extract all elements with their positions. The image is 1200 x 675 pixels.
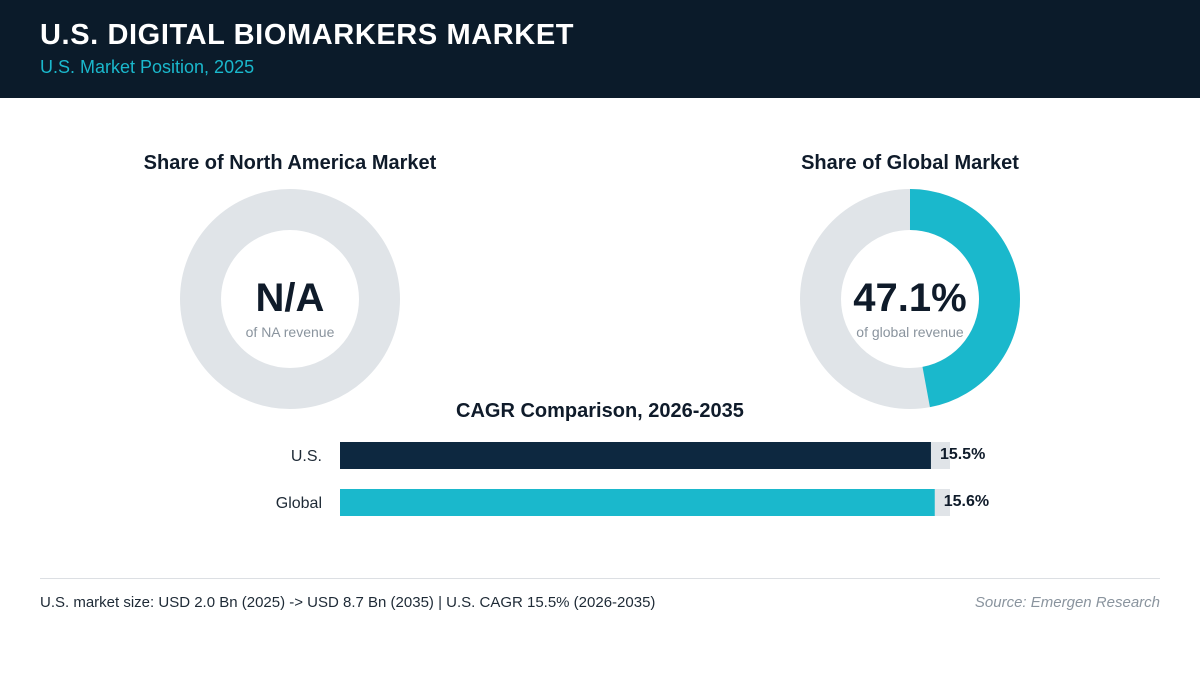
global-share-value: 47.1%	[853, 276, 967, 320]
page-subtitle: U.S. Market Position, 2025	[40, 57, 255, 77]
bar-global	[340, 489, 935, 516]
na-share-title: Share of North America Market	[143, 152, 437, 174]
global-share-donut: 47.1% of global revenue	[799, 188, 1021, 410]
bar-category-label: U.S.	[291, 448, 322, 465]
bar-track	[340, 442, 950, 469]
page-title: U.S. DIGITAL BIOMARKERS MARKET	[40, 19, 575, 51]
global-share-caption: of global revenue	[856, 324, 964, 340]
na-donut-center: N/A of NA revenue	[179, 188, 401, 410]
global-share-donut-svg	[800, 189, 1020, 409]
na-share-caption: of NA revenue	[245, 324, 335, 340]
bar-value-label: 15.6%	[944, 493, 989, 510]
na-donut-track	[180, 189, 400, 409]
global-share-arc	[909, 189, 1020, 408]
na-share-donut-svg	[180, 189, 400, 409]
footer-divider	[40, 578, 1160, 579]
global-donut-center: 47.1% of global revenue	[799, 188, 1021, 410]
na-share-value: N/A	[255, 276, 325, 320]
bar-category-label: Global	[276, 495, 322, 512]
na-share-donut: N/A of NA revenue	[179, 188, 401, 410]
global-share-title: Share of Global Market	[801, 152, 1019, 174]
bar-track	[340, 489, 950, 516]
header-banner: U.S. DIGITAL BIOMARKERS MARKET U.S. Mark…	[0, 0, 1200, 98]
bar-us	[340, 442, 931, 469]
footer-market-note: U.S. market size: USD 2.0 Bn (2025) -> U…	[40, 594, 656, 611]
cagr-chart-title: CAGR Comparison, 2026-2035	[456, 400, 744, 422]
footer-source: Source: Emergen Research	[974, 594, 1160, 611]
bar-value-label: 15.5%	[940, 446, 985, 463]
